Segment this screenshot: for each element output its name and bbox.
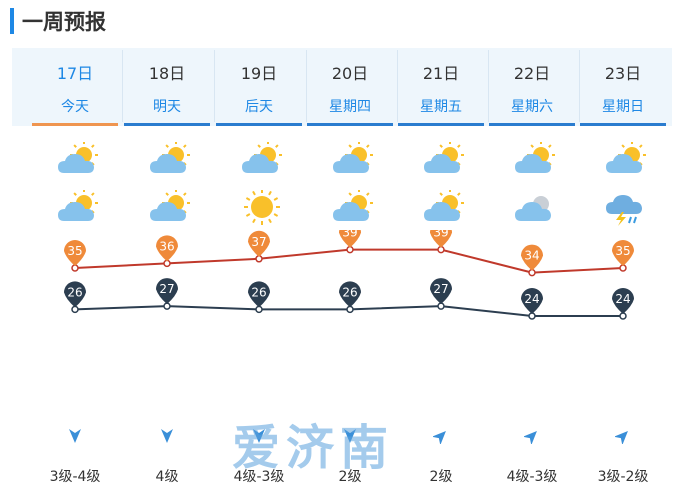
low-temp-label: 24 (615, 292, 630, 306)
wind-direction-icon (67, 428, 83, 444)
tab-underline (307, 123, 393, 126)
low-temp-label: 26 (342, 285, 357, 299)
tab-date: 22日 (513, 64, 551, 83)
partly-cloudy-icon (512, 141, 556, 176)
high-temp-marker: 35 (612, 240, 634, 272)
high-temp-label: 39 (342, 230, 357, 240)
day-tab-6[interactable]: 23日星期日 (576, 48, 670, 126)
tab-underline (580, 123, 666, 126)
tab-underline (124, 123, 210, 126)
tab-underline (32, 123, 118, 126)
partly-cloudy-icon (147, 189, 191, 224)
low-temp-marker: 26 (339, 281, 361, 314)
wind-level-label: 3级-2级 (597, 469, 649, 485)
high-temp-marker: 36 (155, 235, 178, 268)
wind-level-label: 2级 (429, 469, 453, 485)
day-tab-0[interactable]: 17日今天 (28, 48, 123, 126)
day-tab-3[interactable]: 20日星期四 (303, 48, 398, 126)
low-temp-label: 27 (159, 282, 174, 296)
tab-date: 18日 (148, 64, 186, 83)
wind-level-label: 2级 (338, 469, 362, 485)
partly-cloudy-icon (55, 141, 99, 176)
temperature-chart: 35 36 37 39 39 34 35 26 27 26 26 27 24 24 (64, 230, 634, 320)
high-temp-label: 39 (433, 230, 448, 240)
low-temp-marker: 27 (155, 278, 178, 310)
partly-cloudy-icon (330, 141, 374, 176)
wind-direction-icon (522, 428, 540, 446)
wind-level-label: 4级-3级 (506, 469, 558, 485)
partly-cloudy-icon (55, 189, 99, 224)
tab-underline (216, 123, 302, 126)
thunderstorm-icon (603, 190, 647, 226)
day-tab-5[interactable]: 22日星期六 (485, 48, 580, 126)
wind-level-label: 3级-4级 (49, 469, 101, 485)
high-temp-marker: 39 (430, 230, 452, 254)
tab-date: 17日 (56, 64, 94, 83)
partly-cloudy-icon (330, 189, 374, 224)
page-title: 一周预报 (22, 10, 106, 34)
partly-cloudy-icon (239, 141, 283, 176)
low-temp-marker: 24 (521, 288, 543, 320)
low-temp-marker: 24 (612, 288, 634, 320)
high-temp-label: 35 (67, 244, 82, 258)
low-temp-marker: 26 (64, 281, 86, 314)
high-temp-marker: 37 (248, 230, 270, 263)
tab-date: 23日 (604, 64, 642, 83)
tab-day-label: 星期日 (602, 99, 644, 115)
day-tab-1[interactable]: 18日明天 (120, 48, 215, 126)
tab-date: 21日 (422, 64, 460, 83)
wind-direction-icon (159, 428, 175, 444)
day-tabs: 17日 今天 18日 明天 19日 后天 20日 星期四 21日 星期五 22日 星期六 23日 星期日 (12, 48, 672, 126)
tab-date: 19日 (240, 64, 278, 83)
tab-day-label: 星期六 (511, 99, 553, 115)
tab-separator (397, 50, 398, 122)
high-temp-label: 35 (615, 244, 630, 258)
wind-level-label: 4级 (155, 469, 179, 485)
wind-direction-icon (431, 428, 449, 446)
title-accent-bar (10, 8, 14, 34)
tab-separator (579, 50, 580, 122)
tab-day-label: 后天 (245, 99, 273, 115)
low-temp-marker: 27 (430, 278, 452, 310)
tab-day-label: 星期四 (329, 99, 371, 115)
low-temp-label: 26 (67, 285, 82, 299)
wind-direction-icon (613, 428, 631, 446)
tab-separator (306, 50, 307, 122)
high-temp-marker: 35 (64, 240, 86, 272)
day-tab-4[interactable]: 21日星期五 (394, 48, 489, 126)
tab-underline (398, 123, 484, 126)
sunny-icon (239, 189, 283, 225)
partly-cloudy-icon (421, 141, 465, 176)
wind-direction-icon (342, 428, 358, 444)
tab-separator (488, 50, 489, 122)
low-temp-label: 26 (251, 285, 266, 299)
partly-cloudy-icon (603, 141, 647, 176)
low-temp-label: 27 (433, 282, 448, 296)
tab-underline (489, 123, 575, 126)
high-temp-label: 36 (159, 239, 174, 253)
low-temp-label: 24 (524, 292, 539, 306)
tab-day-label: 星期五 (420, 99, 462, 115)
partly-cloudy-icon (147, 141, 191, 176)
high-temp-label: 34 (524, 249, 539, 263)
high-temp-label: 37 (251, 235, 266, 249)
wind-direction-icon (251, 428, 267, 444)
tab-day-label: 今天 (61, 99, 89, 115)
watermark-logo: 爱济南 (232, 420, 395, 476)
tab-separator (122, 50, 123, 122)
high-temp-marker: 39 (339, 230, 361, 254)
day-tab-2[interactable]: 19日后天 (212, 48, 307, 126)
high-temp-marker: 34 (521, 244, 543, 277)
tab-day-label: 明天 (153, 99, 181, 115)
tab-separator (214, 50, 215, 122)
cloudy-icon (512, 190, 556, 224)
header: 一周预报 (0, 0, 700, 44)
low-temp-marker: 26 (248, 281, 270, 314)
partly-cloudy-icon (421, 189, 465, 224)
tab-date: 20日 (331, 64, 369, 83)
wind-level-label: 4级-3级 (233, 469, 285, 485)
